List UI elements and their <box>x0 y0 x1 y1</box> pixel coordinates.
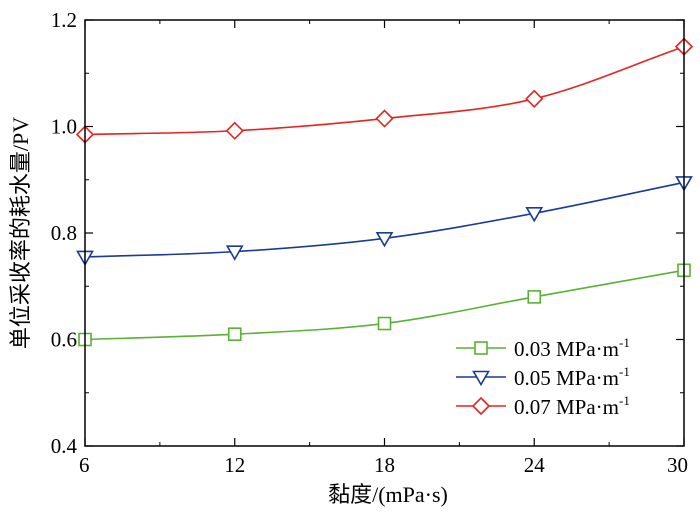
legend-marker <box>471 396 491 416</box>
data-point <box>375 232 394 248</box>
data-point <box>525 206 544 223</box>
y-axis-label: 单位采收率的耗水量/PV <box>8 117 33 349</box>
x-axis-label: 黏度/(mPa·s) <box>328 482 448 507</box>
y-tick-label: 1.2 <box>51 8 77 32</box>
data-point <box>527 290 542 304</box>
legend: 0.03 MPa·m-1 0.05 MPa·m-1 0.07 MPa·m-1 <box>456 335 630 419</box>
y-tick-label: 0.4 <box>51 434 78 458</box>
x-tick-label: 30 <box>667 453 688 477</box>
legend-label: 0.03 MPa·m-1 <box>514 335 630 361</box>
legend-label: 0.07 MPa·m-1 <box>514 393 630 419</box>
legend-label: 0.05 MPa·m-1 <box>514 364 630 390</box>
data-point <box>375 109 394 128</box>
series-3 <box>75 37 694 144</box>
legend-marker <box>474 341 488 355</box>
data-point <box>525 89 544 108</box>
x-tick-label: 24 <box>524 453 546 477</box>
series-layer <box>75 37 694 347</box>
x-tick-label: 12 <box>224 453 245 477</box>
series-2 <box>76 176 693 267</box>
y-tick-label: 1.0 <box>51 115 77 139</box>
legend-item: 0.05 MPa·m-1 <box>456 364 630 390</box>
series-1 <box>78 263 691 347</box>
data-point <box>227 327 242 341</box>
legend-item: 0.03 MPa·m-1 <box>456 335 630 361</box>
legend-item: 0.07 MPa·m-1 <box>456 393 630 419</box>
legend-marker <box>472 370 490 387</box>
y-tick-label: 0.6 <box>51 328 77 352</box>
data-point <box>377 316 392 331</box>
x-tick-label: 6 <box>79 453 90 477</box>
y-tick-label: 0.8 <box>51 221 77 245</box>
plot-frame <box>84 19 685 447</box>
data-point <box>225 245 244 261</box>
data-point <box>225 121 244 140</box>
x-tick-label: 18 <box>374 453 395 477</box>
tick-labels: 0.4 0.6 0.8 1.0 1.2 6 12 18 24 30 <box>51 8 688 477</box>
